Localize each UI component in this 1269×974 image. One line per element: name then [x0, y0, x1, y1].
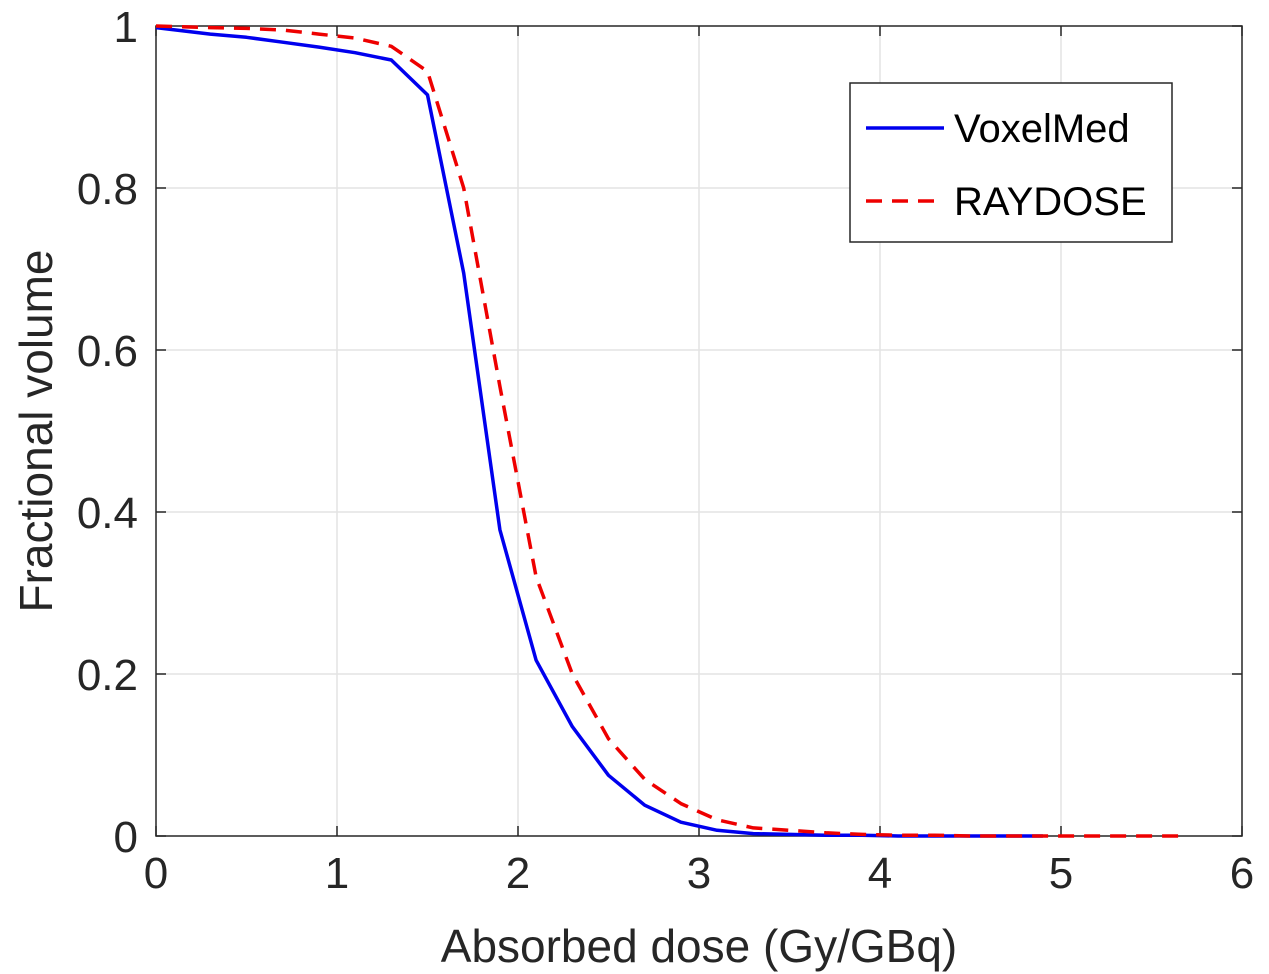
- series-line-raydose: [155, 24, 1188, 838]
- x-tick-labels: 0 1 2 3 4 5 6: [144, 849, 1254, 898]
- x-tick-label: 0: [144, 849, 168, 898]
- x-tick-label: 1: [325, 849, 349, 898]
- y-tick-label: 0.8: [77, 165, 138, 214]
- y-tick-label: 0: [114, 813, 138, 862]
- x-tick-label: 2: [506, 849, 530, 898]
- legend: VoxelMed RAYDOSE: [849, 82, 1173, 243]
- x-tick-label: 5: [1049, 849, 1073, 898]
- legend-label-voxelmed: VoxelMed: [954, 107, 1130, 151]
- y-tick-labels: 0 0.2 0.4 0.6 0.8 1: [77, 3, 138, 862]
- series-layer: [155, 24, 1188, 838]
- y-tick-label: 0.6: [77, 327, 138, 376]
- y-tick-label: 1: [114, 3, 138, 52]
- x-tick-label: 3: [687, 849, 711, 898]
- y-tick-label: 0.2: [77, 651, 138, 700]
- legend-box: [849, 82, 1173, 243]
- series-line-voxelmed: [155, 25, 1043, 838]
- y-tick-label: 0.4: [77, 489, 138, 538]
- y-axis-title: Fractional volume: [10, 249, 62, 612]
- x-tick-label: 6: [1230, 849, 1254, 898]
- x-axis-title: Absorbed dose (Gy/GBq): [441, 920, 957, 972]
- legend-label-raydose: RAYDOSE: [954, 180, 1147, 224]
- x-tick-label: 4: [868, 849, 892, 898]
